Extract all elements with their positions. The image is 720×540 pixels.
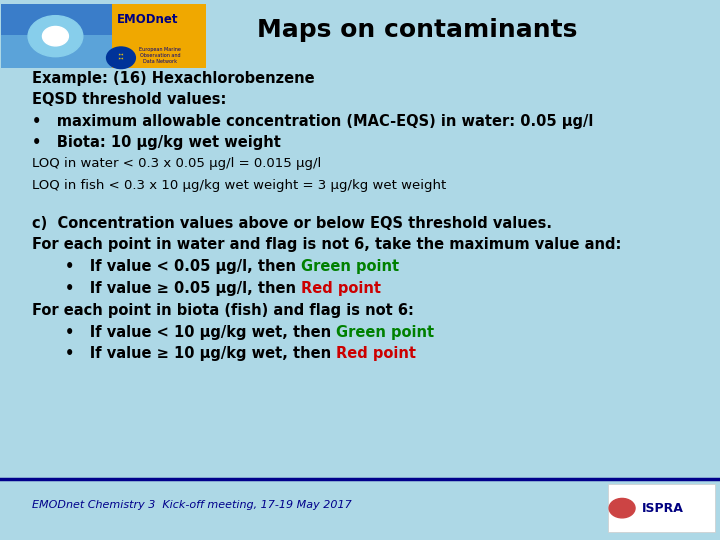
Text: •   If value ≥ 0.05 µg/l, then: • If value ≥ 0.05 µg/l, then	[65, 281, 301, 296]
Text: LOQ in water < 0.3 x 0.05 µg/l = 0.015 µg/l: LOQ in water < 0.3 x 0.05 µg/l = 0.015 µ…	[32, 157, 322, 170]
FancyBboxPatch shape	[608, 484, 715, 532]
Text: •   If value < 10 µg/kg wet, then: • If value < 10 µg/kg wet, then	[65, 325, 336, 340]
Circle shape	[28, 16, 83, 57]
Text: EQSD threshold values:: EQSD threshold values:	[32, 92, 227, 107]
Text: Maps on contaminants: Maps on contaminants	[258, 18, 577, 42]
Text: EMODnet Chemistry 3  Kick-off meeting, 17-19 May 2017: EMODnet Chemistry 3 Kick-off meeting, 17…	[32, 500, 352, 510]
Text: •   If value < 0.05 µg/l, then: • If value < 0.05 µg/l, then	[65, 259, 301, 274]
Circle shape	[609, 498, 635, 518]
FancyBboxPatch shape	[1, 4, 206, 68]
Circle shape	[42, 26, 68, 46]
FancyBboxPatch shape	[1, 35, 112, 68]
Text: Green point: Green point	[301, 259, 399, 274]
Text: EMODnet: EMODnet	[117, 14, 179, 26]
Text: •   Biota: 10 µg/kg wet weight: • Biota: 10 µg/kg wet weight	[32, 134, 282, 150]
Text: c)  Concentration values above or below EQS threshold values.: c) Concentration values above or below E…	[32, 215, 552, 231]
FancyBboxPatch shape	[1, 4, 112, 68]
Text: •   maximum allowable concentration (MAC-EQS) in water: 0.05 µg/l: • maximum allowable concentration (MAC-E…	[32, 114, 594, 129]
Circle shape	[107, 47, 135, 69]
Text: Example: (16) Hexachlorobenzene: Example: (16) Hexachlorobenzene	[32, 71, 315, 86]
Text: ISPRA: ISPRA	[642, 502, 683, 515]
Text: For each point in biota (fish) and flag is not 6:: For each point in biota (fish) and flag …	[32, 303, 414, 318]
Text: Green point: Green point	[336, 325, 434, 340]
Text: Red point: Red point	[336, 346, 416, 361]
Text: European Marine
Observation and
Data Network: European Marine Observation and Data Net…	[139, 47, 181, 64]
Text: For each point in water and flag is not 6, take the maximum value and:: For each point in water and flag is not …	[32, 237, 622, 252]
Text: Red point: Red point	[301, 281, 381, 296]
Text: ✶✶
✶✶: ✶✶ ✶✶	[117, 53, 125, 62]
Text: •   If value ≥ 10 µg/kg wet, then: • If value ≥ 10 µg/kg wet, then	[65, 346, 336, 361]
Text: LOQ in fish < 0.3 x 10 µg/kg wet weight = 3 µg/kg wet weight: LOQ in fish < 0.3 x 10 µg/kg wet weight …	[32, 179, 446, 192]
